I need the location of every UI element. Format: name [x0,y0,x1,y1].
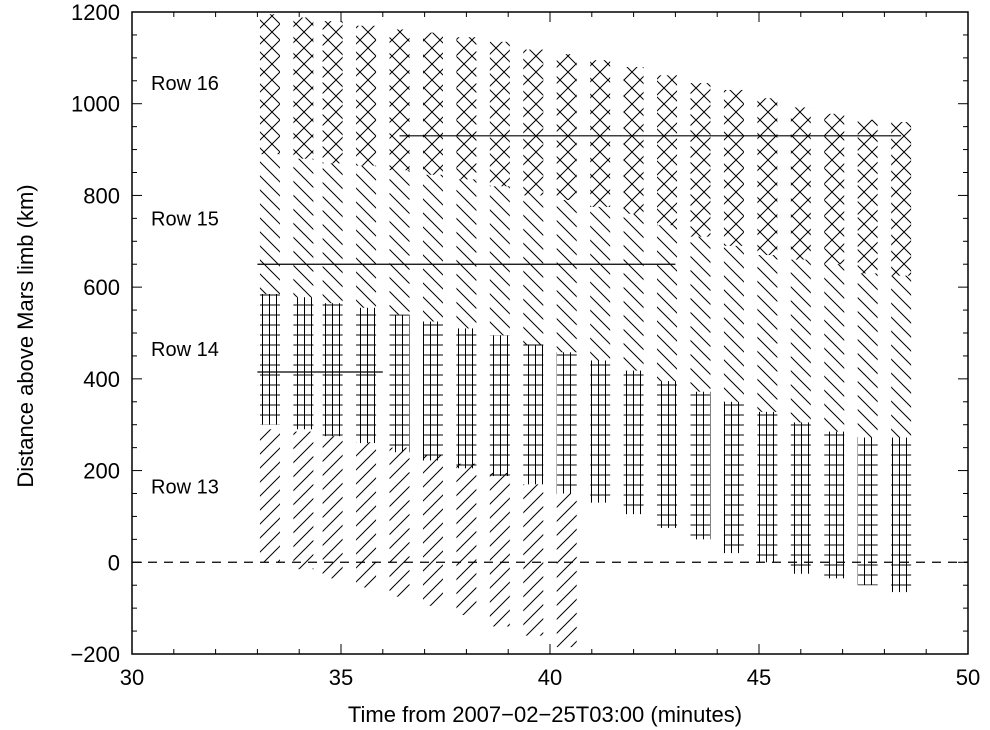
bar-row-16-18 [857,119,878,274]
bar-row-13-1 [293,431,314,570]
x-tick-label: 45 [747,665,771,690]
bar-row-15-7 [489,186,510,336]
bar-row-14-19 [891,437,912,593]
series-row-16 [259,14,912,276]
x-axis-label: Time from 2007−02−25T03:00 (minutes) [348,702,742,727]
bar-row-13-2 [322,436,343,579]
bar-row-14-14 [723,401,744,554]
bar-row-16-4 [389,29,410,171]
bar-row-14-10 [590,360,611,503]
axis-ticks: 30 35 40 45 50 −200 0 200 400 600 800 1000 1200 [70,0,980,690]
bar-row-15-6 [456,179,477,329]
x-tick-label: 30 [120,665,144,690]
y-tick-label: 0 [108,550,120,575]
bar-row-13-3 [356,442,377,588]
bar-row-14-12 [657,381,678,528]
bar-row-16-16 [790,107,811,260]
bar-row-14-13 [690,391,711,540]
bar-row-13-5 [422,454,443,606]
bar-row-16-12 [657,75,678,226]
bar-row-14-3 [356,307,377,444]
bar-row-16-11 [623,67,644,214]
y-tick-label: 800 [83,183,120,208]
bar-row-15-8 [523,195,544,345]
series-row-14 [259,294,912,593]
bar-row-16-6 [456,37,477,180]
bars-layer [259,14,912,648]
bar-row-16-14 [723,89,744,246]
bar-row-14-0 [259,294,280,425]
y-tick-label: 600 [83,275,120,300]
bar-row-15-4 [389,170,410,315]
bar-row-14-8 [523,344,544,485]
y-tick-label: 200 [83,459,120,484]
bar-row-13-9 [556,493,577,648]
bar-row-15-11 [623,213,644,371]
bar-row-16-3 [356,25,377,166]
bar-row-15-1 [293,158,314,298]
bar-row-16-10 [590,60,611,207]
bar-row-15-17 [824,264,845,432]
bar-row-16-1 [293,17,314,159]
row-label-row-14: Row 14 [151,339,219,361]
bar-row-14-6 [456,328,477,469]
bar-row-14-15 [757,411,778,563]
row-label-row-15: Row 15 [151,208,219,230]
bar-row-14-5 [422,321,443,461]
y-tick-label: 1200 [71,0,120,25]
row-label-row-16: Row 16 [151,73,219,95]
bar-row-15-0 [259,154,280,295]
bar-row-15-12 [657,225,678,382]
bar-row-13-8 [523,484,544,636]
bar-row-13-0 [259,429,280,563]
bar-row-14-7 [489,335,510,477]
bar-row-14-9 [556,352,577,494]
bar-row-14-17 [824,431,845,579]
bar-row-14-16 [790,422,811,574]
bar-row-15-14 [723,245,744,402]
bar-row-14-2 [322,303,343,437]
bar-row-13-4 [389,447,410,597]
bar-row-16-7 [489,41,510,187]
y-tick-label: 1000 [71,92,120,117]
bar-row-15-13 [690,236,711,392]
x-tick-label: 50 [956,665,980,690]
bar-row-15-2 [322,163,343,304]
bar-row-14-11 [623,370,644,515]
bar-row-15-19 [891,275,912,438]
bar-row-16-17 [824,113,845,265]
bar-row-15-15 [757,255,778,412]
bar-row-13-6 [456,463,477,616]
y-tick-label: −200 [70,642,120,667]
bar-row-14-1 [293,297,314,430]
y-axis-label: Distance above Mars limb (km) [13,184,38,487]
bar-row-16-9 [556,54,577,201]
median-lines [257,135,902,373]
bar-row-16-2 [322,21,343,164]
series-row-15 [259,154,912,438]
bar-row-14-4 [389,314,410,453]
y-tick-label: 400 [83,367,120,392]
bar-row-16-13 [690,83,711,237]
bar-row-16-0 [259,14,280,155]
bar-row-16-15 [757,98,778,256]
bar-row-15-9 [556,200,577,353]
bar-row-13-7 [489,472,510,627]
bar-row-15-3 [356,165,377,308]
bar-row-16-19 [891,122,912,276]
bar-row-15-18 [857,273,878,438]
bar-row-16-8 [523,49,544,196]
row-labels: Row 13 Row 14 Row 15 Row 16 [151,73,219,499]
bar-row-15-5 [422,174,443,322]
bar-row-15-10 [590,206,611,361]
x-tick-label: 40 [538,665,562,690]
series-row-13 [259,429,577,648]
row-label-row-13: Row 13 [151,477,219,499]
bar-row-14-18 [857,437,878,586]
bar-row-16-5 [422,32,443,175]
x-tick-label: 35 [329,665,353,690]
bar-row-15-16 [790,259,811,423]
